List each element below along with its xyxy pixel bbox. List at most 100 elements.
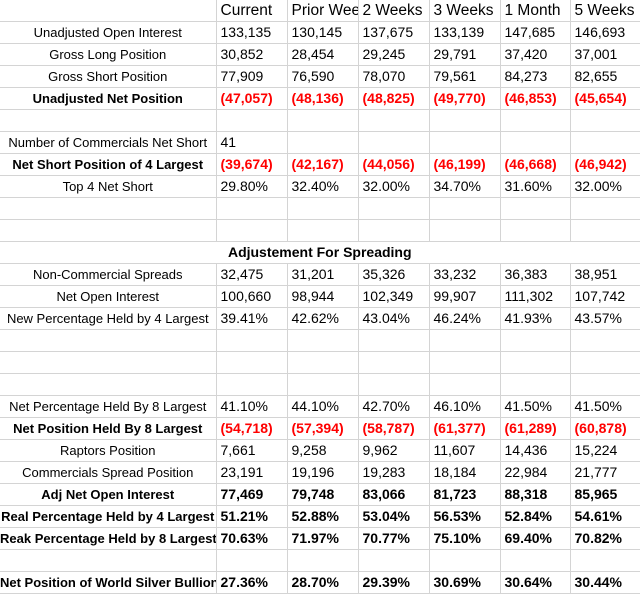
value-cell: 11,607	[429, 439, 501, 462]
value-cell: 137,675	[358, 21, 430, 44]
empty-cell	[287, 549, 359, 572]
value-cell: (48,136)	[287, 87, 359, 110]
empty-cell	[358, 549, 430, 572]
empty-cell	[429, 329, 501, 352]
value-cell: 42.70%	[358, 395, 430, 418]
empty-cell	[287, 329, 359, 352]
value-cell: (44,056)	[358, 153, 430, 176]
value-cell: 31,201	[287, 263, 359, 286]
value-cell: 54.61%	[570, 505, 640, 528]
value-cell: 18,184	[429, 461, 501, 484]
value-cell: 39.41%	[216, 307, 288, 330]
value-cell: 15,224	[570, 439, 640, 462]
empty-cell	[500, 109, 571, 132]
empty-cell	[570, 197, 640, 220]
section-banner-row: Adjustement For Spreading	[0, 241, 640, 264]
empty-cell	[216, 329, 288, 352]
value-cell: 30,852	[216, 43, 288, 66]
value-cell: 88,318	[500, 483, 571, 506]
value-cell: 147,685	[500, 21, 571, 44]
table-row: Net Position Held By 8 Largest (54,718) (5…	[0, 417, 640, 440]
empty-cell	[287, 373, 359, 396]
value-cell: 84,273	[500, 65, 571, 88]
empty-cell	[570, 109, 640, 132]
table-row: Net Position of World Silver Bullion 27.3…	[0, 571, 640, 594]
value-cell: (47,057)	[216, 87, 288, 110]
value-cell: 19,196	[287, 461, 359, 484]
value-cell: 41.10%	[216, 395, 288, 418]
empty-cell	[216, 197, 288, 220]
value-cell: 99,907	[429, 285, 501, 308]
table-row: Net Open Interest 100,660 98,944 102,349 99,…	[0, 285, 640, 308]
value-cell: 22,984	[500, 461, 571, 484]
value-cell: 79,561	[429, 65, 501, 88]
empty-cell	[0, 329, 217, 352]
empty-cell	[570, 351, 640, 374]
value-cell: 30.44%	[570, 571, 640, 594]
row-label: Top 4 Net Short	[0, 175, 217, 198]
value-cell: 31.60%	[500, 175, 571, 198]
column-header: 3 Weeks	[429, 0, 501, 22]
spacer-row	[0, 373, 640, 396]
value-cell: 29.80%	[216, 175, 288, 198]
value-cell: (48,825)	[358, 87, 430, 110]
spacer-row	[0, 549, 640, 572]
value-cell: 130,145	[287, 21, 359, 44]
spacer-row	[0, 219, 640, 242]
row-label: Number of Commercials Net Short	[0, 131, 217, 154]
empty-cell	[358, 329, 430, 352]
value-cell: 29.39%	[358, 571, 430, 594]
value-cell: 41.50%	[570, 395, 640, 418]
value-cell: 83,066	[358, 483, 430, 506]
value-cell: 107,742	[570, 285, 640, 308]
empty-cell	[570, 329, 640, 352]
value-cell: 19,283	[358, 461, 430, 484]
spacer-row	[0, 351, 640, 374]
table-row: Top 4 Net Short 29.80% 32.40% 32.00% 34.70% 3…	[0, 175, 640, 198]
spacer-row	[0, 329, 640, 352]
row-label: Net Position Held By 8 Largest	[0, 417, 217, 440]
table-row: Number of Commercials Net Short 41	[0, 131, 640, 154]
row-label: Unadjusted Open Interest	[0, 21, 217, 44]
empty-cell	[216, 219, 288, 242]
value-cell: 38,951	[570, 263, 640, 286]
empty-cell	[570, 549, 640, 572]
value-cell: 70.82%	[570, 527, 640, 550]
value-cell: 70.77%	[358, 527, 430, 550]
value-cell: 146,693	[570, 21, 640, 44]
table-row: Real Percentage Held by 4 Largest 51.21% 5…	[0, 505, 640, 528]
row-label: Net Short Position of 4 Largest	[0, 153, 217, 176]
value-cell: 77,909	[216, 65, 288, 88]
empty-cell	[500, 373, 571, 396]
table-row: New Percentage Held by 4 Largest 39.41% 42…	[0, 307, 640, 330]
value-cell: (57,394)	[287, 417, 359, 440]
value-cell: 81,723	[429, 483, 501, 506]
value-cell: 76,590	[287, 65, 359, 88]
empty-cell	[287, 351, 359, 374]
value-cell: 37,001	[570, 43, 640, 66]
row-label: Reak Percentage Held by 8 Largest	[0, 527, 217, 550]
column-header: 1 Month	[500, 0, 571, 22]
value-cell: 46.24%	[429, 307, 501, 330]
value-cell: 75.10%	[429, 527, 501, 550]
value-cell: 32,475	[216, 263, 288, 286]
value-cell	[570, 131, 640, 154]
value-cell: 44.10%	[287, 395, 359, 418]
empty-cell	[0, 219, 217, 242]
value-cell: (58,787)	[358, 417, 430, 440]
value-cell: 36,383	[500, 263, 571, 286]
empty-cell	[216, 109, 288, 132]
value-cell: 111,302	[500, 285, 571, 308]
value-cell: (61,377)	[429, 417, 501, 440]
value-cell: 35,326	[358, 263, 430, 286]
table-row: Net Short Position of 4 Largest (39,674)(…	[0, 153, 640, 176]
table-row: Gross Long Position 30,852 28,454 29,245 29,…	[0, 43, 640, 66]
empty-cell	[429, 351, 501, 374]
value-cell: 7,661	[216, 439, 288, 462]
empty-cell	[0, 197, 217, 220]
value-cell: 82,655	[570, 65, 640, 88]
row-label: Commercials Spread Position	[0, 461, 217, 484]
table-row: Unadjusted Net Position (47,057) (48,136)(…	[0, 87, 640, 110]
value-cell: 9,258	[287, 439, 359, 462]
